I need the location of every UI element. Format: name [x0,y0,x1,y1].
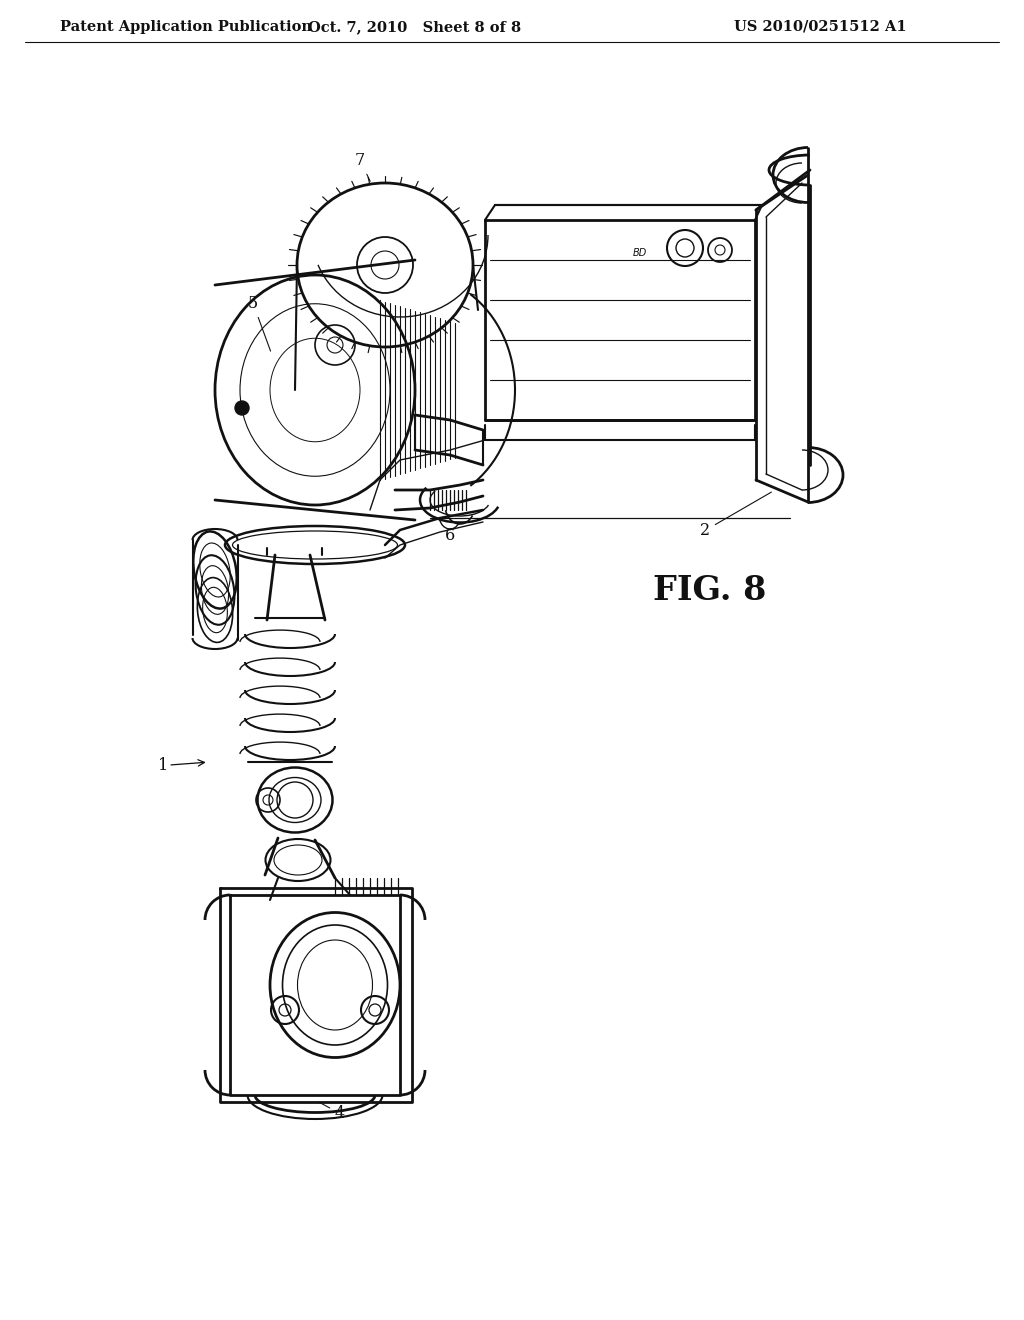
Text: 1: 1 [158,756,205,774]
Text: US 2010/0251512 A1: US 2010/0251512 A1 [733,20,906,34]
Text: 4: 4 [318,1102,345,1122]
Text: BD: BD [633,248,647,257]
Text: 5: 5 [248,294,270,351]
Text: 6: 6 [444,527,455,544]
Text: 7: 7 [355,152,371,181]
Text: Oct. 7, 2010   Sheet 8 of 8: Oct. 7, 2010 Sheet 8 of 8 [308,20,521,34]
Text: Patent Application Publication: Patent Application Publication [60,20,312,34]
Text: 2: 2 [700,492,771,539]
Circle shape [234,401,249,414]
Text: FIG. 8: FIG. 8 [653,573,767,606]
